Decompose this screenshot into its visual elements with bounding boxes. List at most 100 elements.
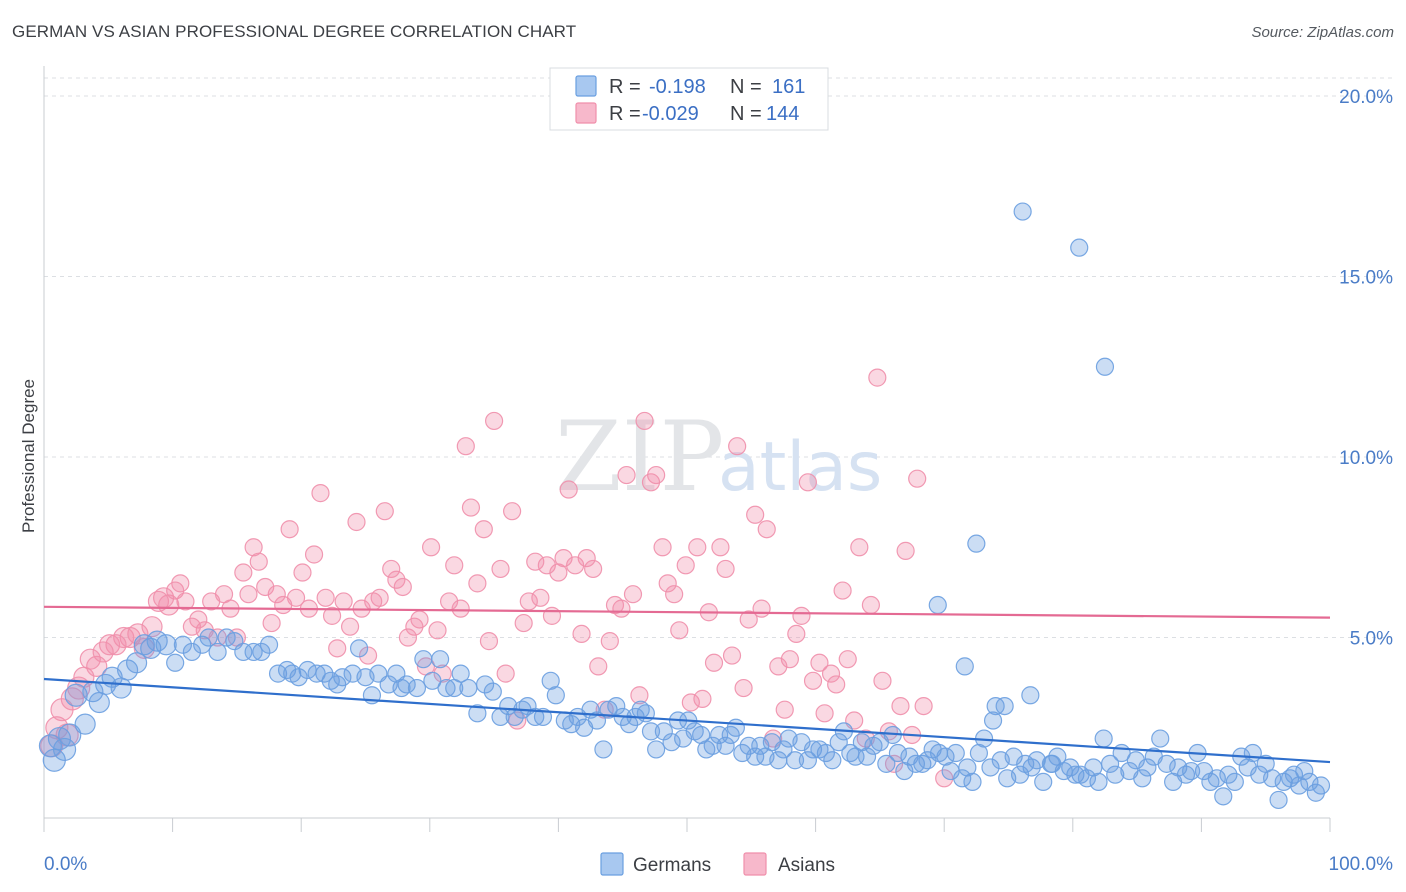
legend-n-value-asians: 144 <box>766 103 799 125</box>
asians-point <box>239 585 258 604</box>
asians-point <box>554 548 573 568</box>
asians-point <box>716 559 735 579</box>
germans-point <box>692 725 711 745</box>
y-tick-label: 20.0% <box>1339 87 1393 108</box>
asians-point <box>838 650 857 669</box>
legend-n-label-asians: N = <box>730 103 762 125</box>
germans-point <box>1043 754 1062 773</box>
asians-point <box>566 556 585 575</box>
germans-point <box>182 642 201 662</box>
asians-point <box>792 606 811 625</box>
y-tick-labels: 5.0% 10.0% 15.0% 20.0% <box>1339 87 1393 649</box>
germans-point <box>895 761 914 781</box>
germans-point <box>1089 772 1108 792</box>
asians-point <box>311 484 330 503</box>
germans-point <box>1151 729 1170 748</box>
asians-point <box>456 437 475 456</box>
asians-point <box>410 610 429 629</box>
legend-r-label-asians: R = <box>609 103 641 125</box>
germans-point <box>746 747 765 766</box>
asians-point <box>746 505 765 524</box>
asians-point <box>474 520 493 539</box>
germans-point <box>1295 761 1314 781</box>
asians-point <box>496 664 515 683</box>
germans-trend-line <box>43 677 1331 764</box>
germans-point <box>333 668 352 687</box>
germans-point <box>1133 769 1152 788</box>
germans-point <box>430 650 450 669</box>
germans-point <box>888 743 908 763</box>
germans-point <box>958 758 977 777</box>
germans-point <box>852 733 871 752</box>
asians-point <box>468 574 487 593</box>
asians-point <box>623 585 643 604</box>
germans-point <box>1214 787 1233 806</box>
asians-point <box>98 634 121 656</box>
asians-point <box>60 687 84 711</box>
asians-point <box>491 559 510 579</box>
germans-point <box>268 664 288 683</box>
bottom-legend-swatch-germans <box>600 852 624 876</box>
germans-point <box>829 733 848 752</box>
germans-point <box>594 740 613 759</box>
asians-point <box>334 592 353 611</box>
asians-point <box>382 559 401 579</box>
germans-point <box>397 675 416 694</box>
germans-point <box>963 772 982 792</box>
asians-point <box>612 599 631 618</box>
germans-point <box>674 729 693 748</box>
germans-point <box>546 686 565 705</box>
asians-point <box>787 624 806 644</box>
germans-point <box>641 722 661 741</box>
germans-point <box>315 664 334 683</box>
asians-point <box>815 704 834 723</box>
asians-point <box>171 574 190 593</box>
asians-trend-line <box>43 605 1331 619</box>
germans-point <box>981 758 1000 777</box>
asians-point <box>780 650 799 669</box>
asians-point <box>322 606 342 625</box>
asians-point <box>810 653 829 672</box>
asians-point <box>752 599 771 618</box>
asians-point <box>249 552 268 571</box>
germans-point <box>414 650 433 669</box>
asians-point <box>827 675 846 694</box>
germans-point <box>1207 769 1226 788</box>
germans-point <box>349 639 369 658</box>
germans-point <box>64 683 88 707</box>
germans-point <box>928 595 947 615</box>
germans-point <box>1095 357 1115 376</box>
germans-point <box>946 743 965 763</box>
asians-point <box>433 664 452 683</box>
y-axis-label: Professional Degree <box>19 379 38 533</box>
germans-point <box>1219 765 1238 784</box>
asians-point <box>833 581 852 600</box>
asians-point <box>286 588 306 607</box>
asians-point <box>722 646 742 665</box>
germans-point <box>751 736 770 755</box>
germans-point <box>483 682 502 701</box>
germans-point <box>1106 765 1125 784</box>
asians-point <box>693 689 712 708</box>
asians-point <box>387 570 406 589</box>
y-tick-label: 10.0% <box>1339 448 1393 469</box>
germans-point <box>857 747 877 766</box>
y-tick-label: 5.0% <box>1350 629 1393 650</box>
asians-point <box>262 613 281 633</box>
asians-point <box>189 610 208 629</box>
germans-point <box>166 653 185 672</box>
trend-lines <box>43 605 1331 764</box>
germans-point <box>716 736 735 755</box>
germans-point <box>1021 686 1040 705</box>
asians-point <box>451 599 470 618</box>
germans-point <box>995 696 1014 716</box>
germans-point <box>647 740 666 759</box>
asians-point <box>158 594 180 616</box>
germans-point <box>983 711 1003 730</box>
asians-point <box>658 574 677 593</box>
germans-point <box>58 723 82 747</box>
asians-point <box>670 621 689 640</box>
legend-n-value-germans: 161 <box>772 76 805 98</box>
germans-point <box>1027 751 1046 770</box>
germans-point <box>1100 754 1120 773</box>
